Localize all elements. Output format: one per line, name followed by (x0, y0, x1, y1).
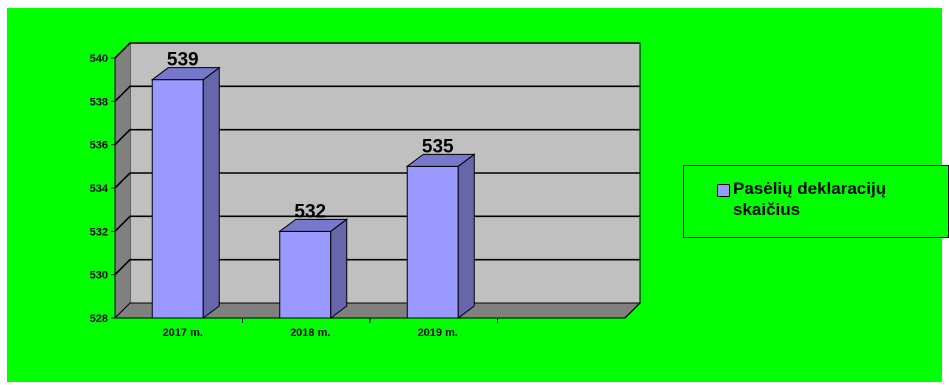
y-tick-label: 536 (90, 140, 108, 152)
bar-top (150, 67, 221, 81)
x-tick-label: 2017 m. (163, 327, 203, 339)
y-tick-label: 530 (90, 270, 108, 282)
bar-top (278, 218, 349, 232)
x-axis-end (624, 302, 641, 319)
legend-label: Pasėlių deklaracijų skaičius (733, 179, 887, 219)
legend-swatch (717, 184, 730, 197)
bar (279, 230, 332, 319)
y-tick-label: 534 (90, 183, 109, 195)
x-tick-label: 2019 m. (418, 327, 458, 339)
bar-side (457, 153, 475, 319)
bar (406, 165, 459, 319)
gridline (114, 128, 640, 146)
bars (150, 66, 476, 319)
labels: 528 530 532 534 536 538 540 539 2017 m. 532 2018 m… (90, 50, 458, 339)
bar-top (405, 153, 476, 167)
bar-side (202, 66, 220, 319)
data-label: 532 (294, 201, 326, 222)
bar (151, 79, 204, 319)
bar-side (330, 218, 348, 319)
gridline (114, 42, 640, 59)
data-label: 539 (167, 50, 199, 71)
x-tick-label: 2018 m. (290, 327, 330, 339)
y-tick-label: 532 (90, 226, 108, 238)
legend: Pasėlių deklaracijų skaičius (683, 165, 949, 238)
y-tick-label: 540 (90, 53, 108, 65)
gridline (114, 85, 640, 102)
y-tick-label: 528 (90, 313, 108, 325)
y-tick-label: 538 (90, 96, 108, 108)
data-label: 535 (422, 136, 454, 157)
